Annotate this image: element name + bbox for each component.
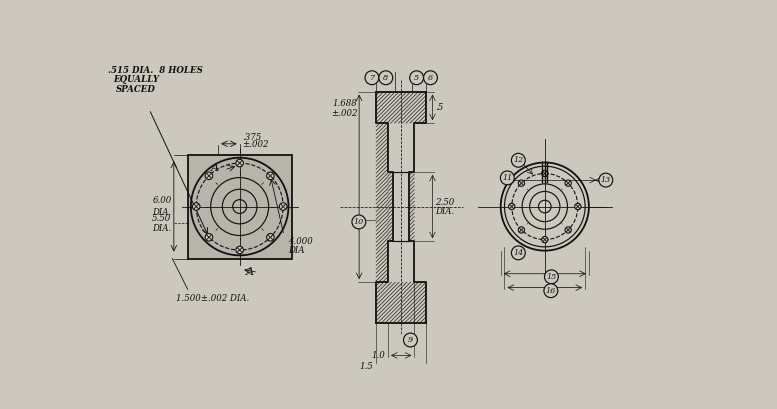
Text: 5.50: 5.50 xyxy=(152,214,172,223)
Text: 15: 15 xyxy=(546,273,556,281)
Circle shape xyxy=(205,172,213,180)
Text: 1.5: 1.5 xyxy=(359,362,373,371)
Text: A: A xyxy=(211,164,219,173)
Text: 11: 11 xyxy=(502,174,513,182)
Text: 13: 13 xyxy=(601,176,611,184)
Text: EQUALLY: EQUALLY xyxy=(113,75,159,84)
Text: 10: 10 xyxy=(354,218,364,226)
Text: DIA: DIA xyxy=(287,246,305,255)
Text: 2.50: 2.50 xyxy=(435,198,454,207)
Text: DIA.: DIA. xyxy=(152,208,172,217)
Text: ±.002: ±.002 xyxy=(331,109,357,118)
Circle shape xyxy=(236,159,243,167)
Circle shape xyxy=(511,246,525,260)
Circle shape xyxy=(267,234,274,241)
Text: ±.002: ±.002 xyxy=(242,140,269,149)
Text: 5: 5 xyxy=(414,74,419,82)
Circle shape xyxy=(575,203,581,210)
Text: 4.000: 4.000 xyxy=(287,237,312,246)
Circle shape xyxy=(542,170,548,177)
Text: .5: .5 xyxy=(435,103,443,112)
Bar xyxy=(188,155,291,258)
Circle shape xyxy=(267,172,274,180)
Text: 9: 9 xyxy=(408,336,413,344)
Circle shape xyxy=(236,246,243,254)
Circle shape xyxy=(352,215,366,229)
Text: 8: 8 xyxy=(383,74,388,82)
Circle shape xyxy=(542,236,548,243)
Text: 1.0: 1.0 xyxy=(371,351,385,360)
Circle shape xyxy=(518,180,524,187)
Circle shape xyxy=(544,284,558,298)
Circle shape xyxy=(409,71,423,85)
Circle shape xyxy=(545,270,559,284)
Circle shape xyxy=(403,333,417,347)
Text: SPACED: SPACED xyxy=(116,85,156,94)
Circle shape xyxy=(518,227,524,233)
Circle shape xyxy=(511,153,525,167)
Text: DIA.: DIA. xyxy=(152,225,172,234)
Text: 1.688: 1.688 xyxy=(333,99,357,108)
Circle shape xyxy=(205,234,213,241)
Circle shape xyxy=(280,203,287,210)
Text: 1.500±.002 DIA.: 1.500±.002 DIA. xyxy=(176,294,249,303)
Text: .515 DIA.  8 HOLES: .515 DIA. 8 HOLES xyxy=(108,66,203,75)
Circle shape xyxy=(565,227,571,233)
Circle shape xyxy=(365,71,379,85)
Text: A: A xyxy=(246,267,255,277)
Text: DIA.: DIA. xyxy=(435,207,454,216)
Text: 7: 7 xyxy=(369,74,375,82)
Text: .375: .375 xyxy=(242,133,261,142)
Circle shape xyxy=(423,71,437,85)
Text: 6.00: 6.00 xyxy=(152,196,172,205)
Circle shape xyxy=(193,203,200,210)
Text: 14: 14 xyxy=(514,249,524,257)
Text: 12: 12 xyxy=(514,156,524,164)
Circle shape xyxy=(599,173,613,187)
Text: 16: 16 xyxy=(545,287,556,294)
Circle shape xyxy=(565,180,571,187)
Circle shape xyxy=(379,71,392,85)
Text: 6: 6 xyxy=(428,74,433,82)
Circle shape xyxy=(509,203,515,210)
Circle shape xyxy=(500,171,514,185)
